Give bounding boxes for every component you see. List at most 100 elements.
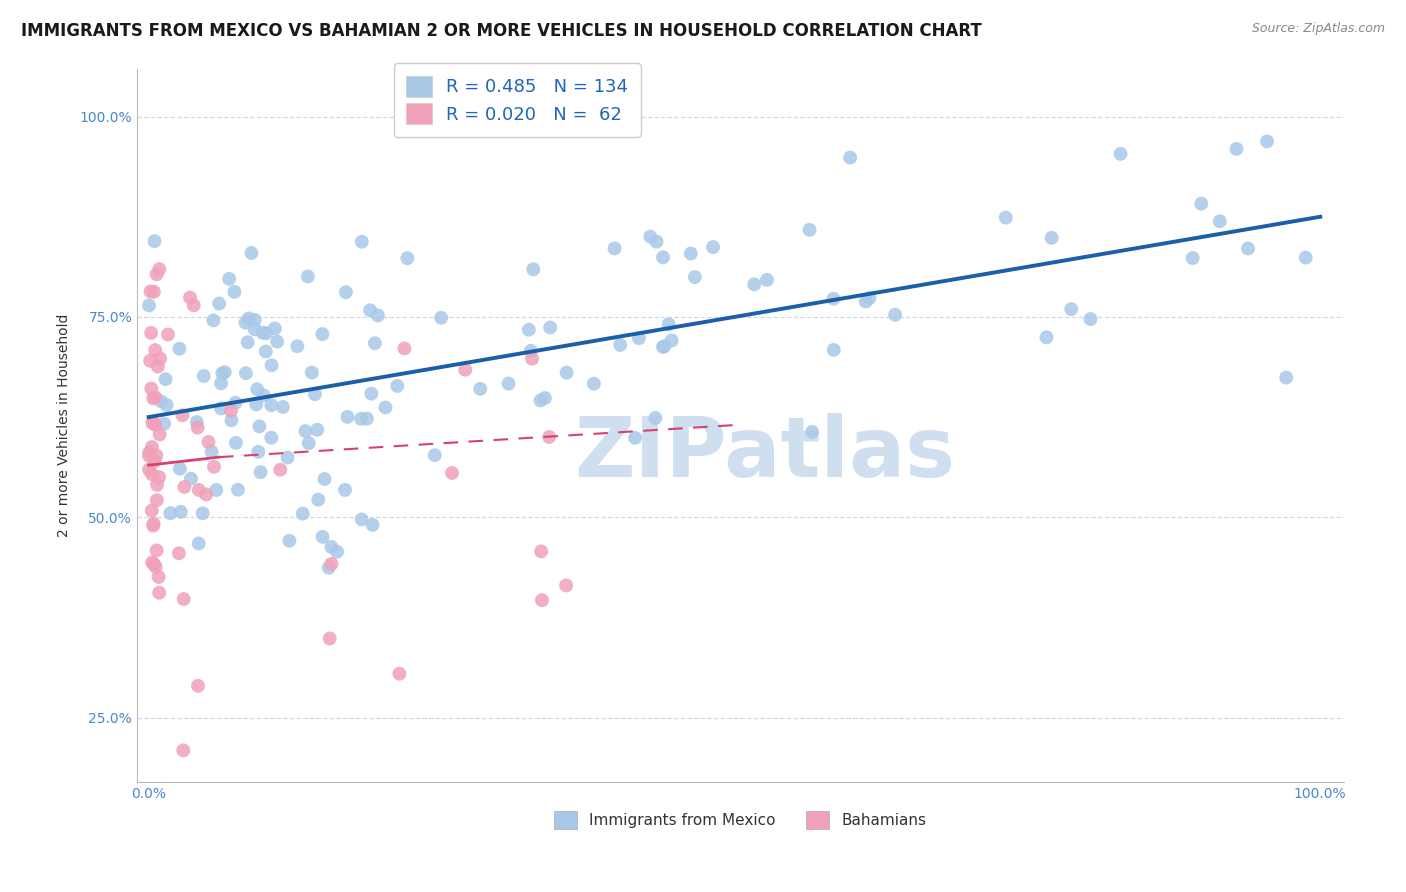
Point	[517, 323, 540, 337]
Point	[603, 241, 626, 255]
Point	[356, 411, 378, 425]
Point	[387, 379, 409, 393]
Point	[326, 545, 349, 559]
Point	[321, 540, 343, 554]
Point	[254, 344, 277, 359]
Point	[555, 366, 578, 380]
Point	[159, 506, 181, 520]
Point	[186, 415, 208, 429]
Point	[658, 318, 681, 332]
Point	[855, 294, 877, 309]
Point	[801, 425, 824, 439]
Point	[364, 336, 387, 351]
Point	[142, 518, 165, 533]
Point	[141, 382, 163, 396]
Point	[278, 533, 301, 548]
Point	[271, 400, 294, 414]
Point	[187, 679, 209, 693]
Point	[1275, 370, 1298, 384]
Point	[240, 246, 263, 260]
Point	[335, 285, 357, 300]
Point	[756, 273, 779, 287]
Point	[1237, 242, 1260, 256]
Point	[225, 435, 247, 450]
Point	[361, 517, 384, 532]
Point	[167, 546, 190, 560]
Point	[201, 444, 224, 458]
Point	[138, 445, 160, 459]
Point	[359, 303, 381, 318]
Point	[441, 466, 464, 480]
Point	[858, 291, 880, 305]
Point	[148, 262, 170, 277]
Point	[298, 436, 321, 450]
Point	[367, 309, 389, 323]
Point	[823, 292, 845, 306]
Point	[651, 340, 673, 354]
Point	[582, 376, 605, 391]
Point	[155, 398, 177, 412]
Point	[297, 269, 319, 284]
Point	[245, 397, 267, 411]
Point	[304, 387, 326, 401]
Point	[146, 478, 169, 492]
Point	[145, 449, 167, 463]
Point	[1060, 302, 1083, 317]
Point	[156, 327, 179, 342]
Point	[661, 334, 683, 348]
Y-axis label: 2 or more Vehicles in Household: 2 or more Vehicles in Household	[58, 313, 72, 537]
Point	[180, 472, 202, 486]
Point	[454, 363, 477, 377]
Point	[388, 666, 411, 681]
Legend: Immigrants from Mexico, Bahamians: Immigrants from Mexico, Bahamians	[548, 805, 932, 835]
Point	[209, 401, 232, 416]
Point	[205, 483, 228, 497]
Point	[145, 543, 167, 558]
Point	[264, 321, 287, 335]
Point	[1181, 251, 1204, 265]
Point	[139, 326, 162, 340]
Point	[645, 235, 668, 249]
Point	[1109, 146, 1132, 161]
Point	[374, 401, 396, 415]
Point	[219, 404, 242, 418]
Point	[294, 424, 316, 438]
Point	[1035, 330, 1057, 344]
Point	[143, 454, 166, 468]
Point	[311, 530, 333, 544]
Point	[702, 240, 724, 254]
Point	[243, 313, 266, 327]
Point	[155, 372, 177, 386]
Point	[1040, 231, 1063, 245]
Point	[252, 326, 274, 340]
Point	[254, 326, 277, 341]
Point	[277, 450, 299, 465]
Point	[139, 285, 162, 299]
Point	[260, 359, 283, 373]
Point	[624, 431, 647, 445]
Point	[138, 449, 160, 463]
Point	[146, 359, 169, 374]
Point	[423, 448, 446, 462]
Point	[197, 435, 219, 450]
Point	[430, 310, 453, 325]
Point	[145, 559, 167, 574]
Point	[236, 335, 259, 350]
Point	[520, 351, 543, 366]
Point	[142, 516, 165, 531]
Point	[470, 382, 492, 396]
Point	[360, 386, 382, 401]
Point	[202, 459, 225, 474]
Point	[224, 285, 246, 299]
Point	[839, 151, 862, 165]
Point	[143, 343, 166, 357]
Point	[142, 557, 165, 571]
Point	[249, 465, 271, 479]
Point	[153, 417, 176, 431]
Point	[141, 556, 163, 570]
Point	[350, 411, 373, 425]
Point	[1209, 214, 1232, 228]
Point	[218, 272, 240, 286]
Point	[350, 512, 373, 526]
Point	[1225, 142, 1247, 156]
